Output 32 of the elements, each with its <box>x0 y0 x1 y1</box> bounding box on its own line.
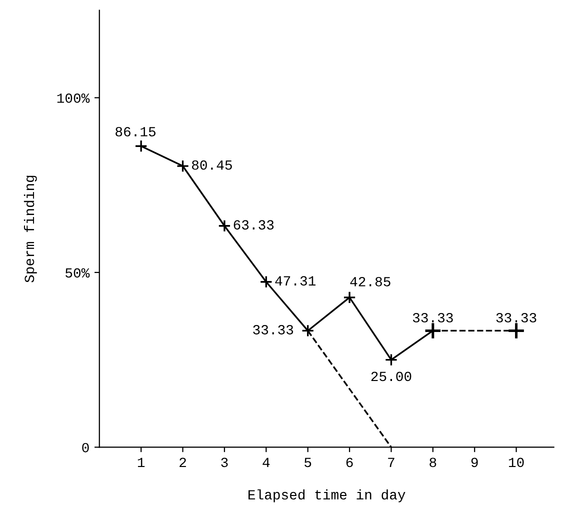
x-axis-title: Elapsed time in day <box>248 489 406 502</box>
x-tick-label: 3 <box>221 458 228 468</box>
data-label: 63.33 <box>234 220 274 230</box>
x-tick-label: 2 <box>180 458 186 467</box>
x-tick-label: 10 <box>508 458 524 468</box>
data-label: 33.33 <box>412 312 453 322</box>
point <box>218 219 231 232</box>
y-tick-label: 0 <box>82 442 89 452</box>
y-tick-label: 50% <box>66 268 90 278</box>
point <box>260 275 273 288</box>
x-tick-label: 9 <box>471 458 478 468</box>
point <box>343 291 356 304</box>
x-tick-label: 8 <box>430 458 436 468</box>
x-tick-label: 1 <box>138 458 145 467</box>
x-tick-label: 6 <box>346 458 353 468</box>
point <box>134 140 148 153</box>
x-tick-label: 7 <box>388 458 394 467</box>
data-label: 25.00 <box>371 372 412 382</box>
y-axis-title: Sperm finding <box>24 176 37 282</box>
data-label: 33.33 <box>253 325 294 334</box>
point <box>176 160 190 172</box>
data-label: 42.85 <box>350 276 390 286</box>
data-label: 86.15 <box>116 127 156 136</box>
data-label: 47.31 <box>275 276 316 286</box>
y-tick-label: 100% <box>57 93 90 103</box>
point <box>384 353 398 366</box>
point <box>507 322 526 340</box>
x-tick-label: 4 <box>262 458 270 467</box>
data-label: 80.45 <box>192 160 232 170</box>
data-label: 33.33 <box>496 312 536 322</box>
x-tick-label: 5 <box>304 458 312 468</box>
point <box>301 324 314 338</box>
